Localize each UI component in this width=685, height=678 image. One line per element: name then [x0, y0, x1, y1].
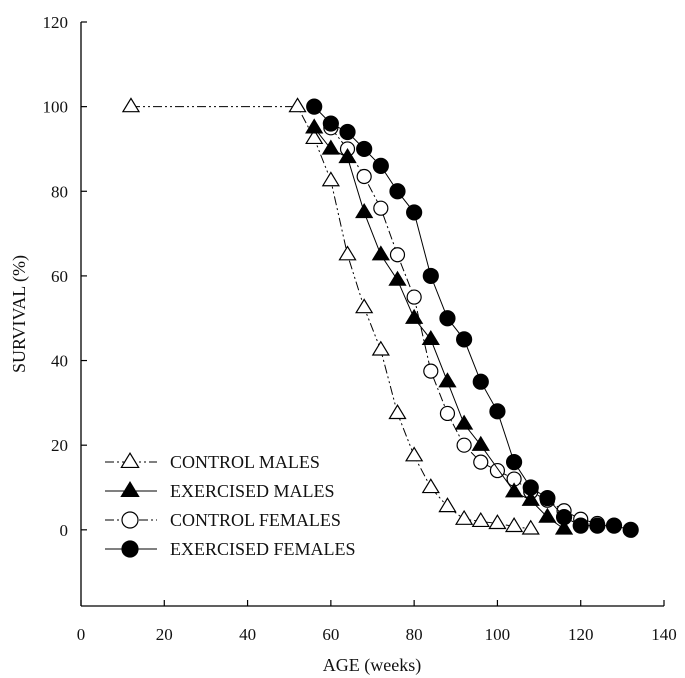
x-tick-label: 140 — [651, 625, 677, 644]
series-line — [313, 127, 565, 530]
data-point — [356, 168, 372, 185]
data-point — [371, 245, 390, 261]
y-tick-label: 100 — [43, 98, 69, 117]
data-point — [538, 507, 557, 523]
x-tick-label: 120 — [568, 625, 594, 644]
data-point — [339, 123, 356, 141]
y-tick-label: 60 — [51, 267, 68, 286]
y-tick-label: 120 — [43, 13, 69, 32]
data-point — [321, 171, 340, 187]
y-tick-label: 40 — [51, 352, 68, 371]
x-tick-label: 0 — [77, 625, 86, 644]
x-tick-label: 40 — [239, 625, 256, 644]
data-point — [439, 310, 456, 327]
data-point — [389, 183, 406, 200]
data-point — [521, 519, 540, 535]
data-point — [288, 97, 307, 113]
data-point — [488, 514, 507, 530]
data-point — [355, 298, 374, 314]
data-point — [456, 331, 473, 348]
legend-label: EXERCISED FEMALES — [170, 539, 356, 559]
data-point — [338, 245, 357, 261]
x-tick-label: 60 — [322, 625, 339, 644]
data-point — [321, 139, 340, 155]
data-point — [489, 403, 506, 420]
data-point — [355, 203, 374, 219]
data-point — [438, 372, 457, 388]
data-point — [554, 519, 574, 535]
data-point — [605, 517, 623, 534]
data-point — [372, 157, 389, 174]
axis-ticks: 0 20 40 60 80 100 120 140 0 20 40 60 80 100 120 — [43, 13, 677, 644]
legend-marker — [121, 511, 139, 529]
data-point — [421, 329, 440, 346]
series-0 — [121, 97, 540, 535]
axes — [80, 22, 664, 607]
legend-marker — [120, 452, 140, 469]
data-point — [521, 490, 540, 506]
data-point — [388, 270, 407, 286]
legend-marker — [120, 481, 140, 498]
data-point — [121, 97, 141, 113]
data-point — [471, 511, 490, 528]
legend: CONTROL MALES EXERCISED MALES CONTROL FEMA… — [105, 452, 356, 559]
data-point — [555, 509, 573, 526]
x-axis-title: AGE (weeks) — [323, 655, 421, 676]
data-point — [406, 204, 423, 221]
legend-label: CONTROL MALES — [170, 452, 320, 472]
y-tick-label: 20 — [51, 436, 68, 455]
data-point — [473, 454, 489, 470]
x-tick-label: 80 — [406, 625, 423, 644]
data-point — [305, 128, 324, 145]
data-point — [504, 517, 524, 533]
data-point — [471, 435, 490, 451]
legend-marker — [121, 540, 139, 558]
series-3 — [306, 98, 639, 538]
data-point — [406, 289, 422, 305]
data-point — [388, 404, 407, 420]
data-point — [438, 497, 457, 513]
series-1 — [305, 118, 574, 535]
data-point — [505, 454, 523, 471]
data-point — [539, 489, 556, 507]
data-point — [405, 446, 424, 462]
x-tick-label: 20 — [156, 625, 173, 644]
data-point — [456, 437, 472, 453]
data-point — [338, 148, 357, 164]
y-tick-label: 0 — [60, 521, 69, 540]
data-point — [522, 479, 539, 496]
series-layer — [121, 97, 639, 538]
data-point — [322, 115, 339, 132]
legend-label: EXERCISED MALES — [170, 481, 335, 501]
data-point — [423, 363, 439, 379]
data-point — [454, 414, 474, 430]
data-point — [371, 340, 390, 356]
data-point — [356, 140, 373, 158]
series-2 — [323, 120, 605, 532]
data-point — [572, 517, 589, 534]
data-point — [405, 308, 424, 324]
data-point — [454, 509, 474, 525]
legend-label: CONTROL FEMALES — [170, 510, 341, 530]
y-tick-label: 80 — [51, 182, 68, 201]
legend-entry: EXERCISED MALES — [105, 481, 335, 501]
data-point — [439, 405, 456, 422]
data-point — [389, 247, 406, 263]
data-point — [373, 200, 389, 216]
data-point — [589, 517, 606, 534]
data-point — [422, 267, 439, 285]
legend-entry: CONTROL FEMALES — [105, 510, 341, 530]
data-point — [472, 373, 489, 390]
data-point — [306, 98, 323, 115]
legend-entry: CONTROL MALES — [105, 452, 320, 472]
data-point — [305, 118, 324, 134]
legend-entry: EXERCISED FEMALES — [105, 539, 356, 559]
data-point — [504, 482, 524, 498]
series-line — [131, 106, 531, 530]
y-axis-title: SURVIVAL (%) — [9, 255, 30, 373]
x-tick-label: 100 — [485, 625, 511, 644]
data-point — [622, 521, 639, 538]
data-point — [421, 478, 440, 494]
